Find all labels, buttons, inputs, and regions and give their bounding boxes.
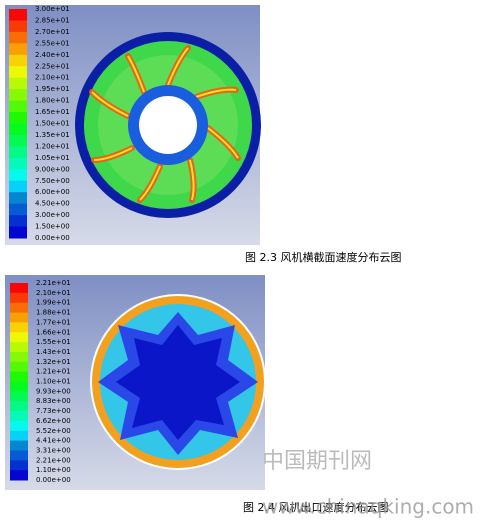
color-bar: 3.00e+01 2.85e+01 2.70e+01 2.55e+01 2.40e+01… [9, 5, 70, 242]
color-swatch [10, 430, 28, 442]
color-swatch [10, 322, 28, 333]
legend-label: 0.00e+00 [35, 234, 70, 242]
color-swatch [10, 283, 28, 294]
color-swatch [9, 123, 27, 136]
legend-label: 2.10e+01 [35, 74, 70, 82]
color-swatch [10, 351, 28, 363]
legend-label: 2.70e+01 [35, 28, 70, 36]
color-swatch [10, 292, 28, 304]
legend-label: 2.55e+01 [35, 39, 70, 47]
color-swatch [10, 361, 28, 373]
color-bar: 2.21e+01 2.10e+01 1.99e+01 1.88e+011.77e+01… [10, 279, 71, 484]
color-swatch [10, 411, 28, 422]
color-swatch [9, 66, 27, 79]
outlet-contour [90, 294, 266, 470]
legend-label: 1.20e+01 [35, 142, 70, 150]
color-swatch [10, 391, 28, 402]
color-swatch [10, 332, 28, 343]
legend-label: 6.62e+00 [36, 417, 71, 425]
color-swatch [10, 460, 28, 471]
legend-label: 1.95e+01 [35, 85, 70, 93]
color-swatch [10, 312, 28, 323]
legend-label: 2.21e+01 [36, 279, 71, 287]
color-swatch [9, 89, 27, 102]
color-swatch [9, 43, 27, 56]
legend-label: 4.41e+00 [36, 437, 71, 445]
color-swatch [10, 420, 28, 432]
legend-label: 1.80e+01 [35, 97, 70, 105]
legend-label: 1.99e+01 [36, 299, 71, 307]
legend-label: 1.77e+01 [36, 318, 71, 326]
legend-label: 1.35e+01 [35, 131, 70, 139]
caption: 图 2.4 风机出口速度分布云图 [243, 500, 389, 514]
legend-label: 7.50e+00 [35, 177, 70, 185]
color-swatch [9, 192, 27, 205]
legend-label: 9.93e+00 [36, 387, 71, 395]
legend-label: 2.10e+01 [36, 289, 71, 297]
legend-label: 1.50e+01 [35, 120, 70, 128]
legend-label: 1.88e+01 [36, 309, 71, 317]
color-swatch [10, 302, 28, 314]
color-swatch [9, 20, 27, 33]
color-swatch [9, 77, 27, 90]
legend-label: 6.00e+00 [35, 188, 70, 196]
legend-label: 1.50e+00 [35, 223, 70, 231]
legend-label: 2.40e+01 [35, 51, 70, 59]
legend-label: 3.31e+00 [36, 446, 71, 454]
color-swatch [10, 470, 28, 481]
legend-label: 1.65e+01 [35, 108, 70, 116]
fan-contour [75, 32, 261, 218]
legend-label: 2.25e+01 [35, 62, 70, 70]
watermark-url: www.chinaqking.com [262, 495, 474, 519]
legend-label: 8.83e+00 [36, 397, 71, 405]
legend-label: 3.00e+01 [35, 5, 70, 13]
color-swatch [9, 226, 27, 239]
color-swatch [9, 203, 27, 216]
color-swatch [9, 180, 27, 193]
color-swatch [9, 112, 27, 124]
color-swatch [10, 342, 28, 353]
color-swatch [9, 215, 27, 228]
legend-label: 1.10e+01 [36, 378, 71, 386]
color-swatch [9, 100, 27, 113]
color-swatch [9, 146, 27, 159]
figure-2: 2.21e+01 2.10e+01 1.99e+01 1.88e+011.77e+01… [5, 275, 389, 514]
legend-label: 4.50e+00 [35, 200, 70, 208]
legend-label: 5.52e+00 [36, 427, 71, 435]
legend-label: 3.00e+00 [35, 211, 70, 219]
watermark-name: 中国期刊网 [262, 449, 372, 474]
color-swatch [10, 371, 28, 382]
legend-label: 1.10e+00 [36, 466, 71, 474]
legend-label: 2.21e+00 [36, 456, 71, 464]
figure-1: 3.00e+01 2.85e+01 2.70e+01 2.55e+01 2.40e+01… [5, 5, 402, 264]
color-swatch [9, 169, 27, 182]
legend-label: 1.66e+01 [36, 328, 71, 336]
legend-label: 7.73e+00 [36, 407, 71, 415]
legend-label: 1.21e+01 [36, 368, 71, 376]
legend-label: 1.43e+01 [36, 348, 71, 356]
color-swatch [9, 134, 27, 147]
legend-label: 1.55e+01 [36, 338, 71, 346]
legend-label: 1.05e+01 [35, 154, 70, 162]
color-swatch [10, 450, 28, 461]
color-swatch [10, 401, 28, 412]
color-swatch [9, 157, 27, 170]
legend-label: 2.85e+01 [35, 16, 70, 24]
legend-label: 9.00e+00 [35, 165, 70, 173]
color-swatch [10, 440, 28, 451]
caption: 图 2.3 风机横截面速度分布云图 [245, 250, 402, 264]
color-swatch [9, 54, 27, 67]
legend-label: 0.00e+00 [36, 476, 71, 484]
color-swatch [9, 9, 27, 21]
legend-label: 1.32e+01 [36, 358, 71, 366]
color-swatch [9, 31, 27, 44]
color-swatch [10, 381, 28, 392]
